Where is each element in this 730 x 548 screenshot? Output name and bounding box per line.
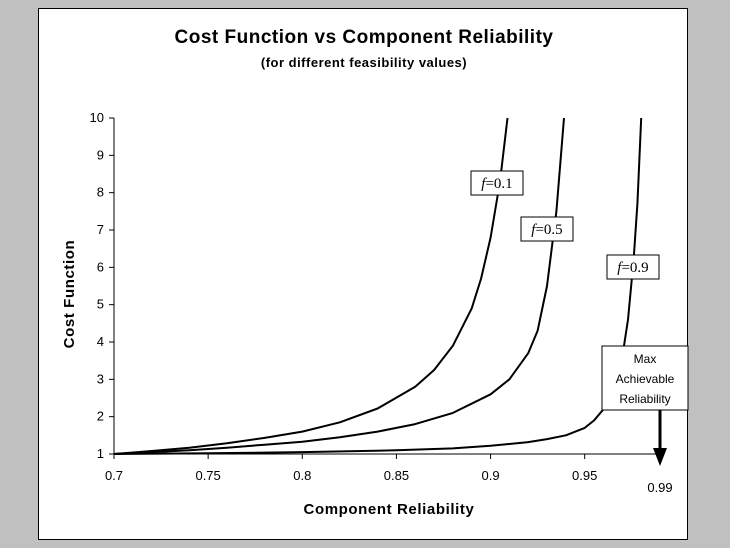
series-labels: f=0.1f=0.5f=0.9 — [470, 170, 660, 280]
x-axis-title: Component Reliability — [304, 501, 475, 518]
y-tick-label: 1 — [97, 446, 104, 461]
series-label-value: =0.1 — [485, 176, 512, 192]
annotation-box — [601, 345, 689, 411]
series-label-text: f=0.1 — [481, 176, 512, 192]
series-label-1: f=0.1 — [470, 170, 524, 196]
chart-subtitle: (for different feasibility values) — [261, 55, 467, 70]
x-tick-label: 0.8 — [293, 468, 311, 483]
max-reliability-annotation: Max Achievable Reliability 0.99 — [601, 345, 689, 495]
x-tick-label: 0.85 — [384, 468, 409, 483]
series-label-box — [520, 216, 574, 242]
y-tick-label: 2 — [97, 409, 104, 424]
series-line-1 — [113, 117, 509, 455]
y-tick-label: 8 — [97, 185, 104, 200]
x-tick-label: 0.75 — [195, 468, 220, 483]
y-axis-ticks: 1 2 3 4 5 6 7 8 9 10 — [90, 110, 114, 461]
y-tick-label: 3 — [97, 371, 104, 386]
chart: Cost Function vs Component Reliability (… — [61, 27, 689, 518]
y-tick-label: 6 — [97, 259, 104, 274]
y-axis-title: Cost Function — [61, 240, 78, 349]
annotation-line: Achievable — [616, 372, 675, 386]
series-label-text: f=0.9 — [617, 260, 648, 276]
series-label-symbol: f — [531, 222, 537, 238]
y-tick-label: 9 — [97, 147, 104, 162]
annotation-value-label: 0.99 — [647, 480, 672, 495]
annotation-line: Max — [634, 352, 657, 366]
series-line-2 — [113, 117, 565, 455]
series-label-2: f=0.5 — [520, 216, 574, 242]
series-label-box — [606, 254, 660, 280]
x-axis-ticks: 0.7 0.75 0.8 0.85 0.9 0.95 — [105, 454, 597, 483]
y-tick-label: 10 — [90, 110, 104, 125]
x-tick-label: 0.9 — [482, 468, 500, 483]
annotation-line: Reliability — [619, 392, 670, 406]
annotation-arrow-head — [653, 448, 667, 466]
chart-title: Cost Function vs Component Reliability — [175, 27, 554, 48]
y-tick-label: 7 — [97, 222, 104, 237]
series-label-text: f=0.5 — [531, 222, 562, 238]
series-label-symbol: f — [617, 260, 623, 276]
series-label-symbol: f — [481, 176, 487, 192]
y-tick-label: 5 — [97, 297, 104, 312]
series-label-box — [470, 170, 524, 196]
series-label-3: f=0.9 — [606, 254, 660, 280]
chart-frame: Cost Function vs Component Reliability (… — [38, 8, 689, 540]
series-label-value: =0.9 — [621, 260, 648, 276]
x-tick-label: 0.95 — [572, 468, 597, 483]
y-tick-label: 4 — [97, 334, 104, 349]
series-layer — [113, 117, 643, 455]
series-label-value: =0.5 — [535, 222, 562, 238]
series-line-3 — [113, 117, 643, 455]
x-tick-label: 0.7 — [105, 468, 123, 483]
